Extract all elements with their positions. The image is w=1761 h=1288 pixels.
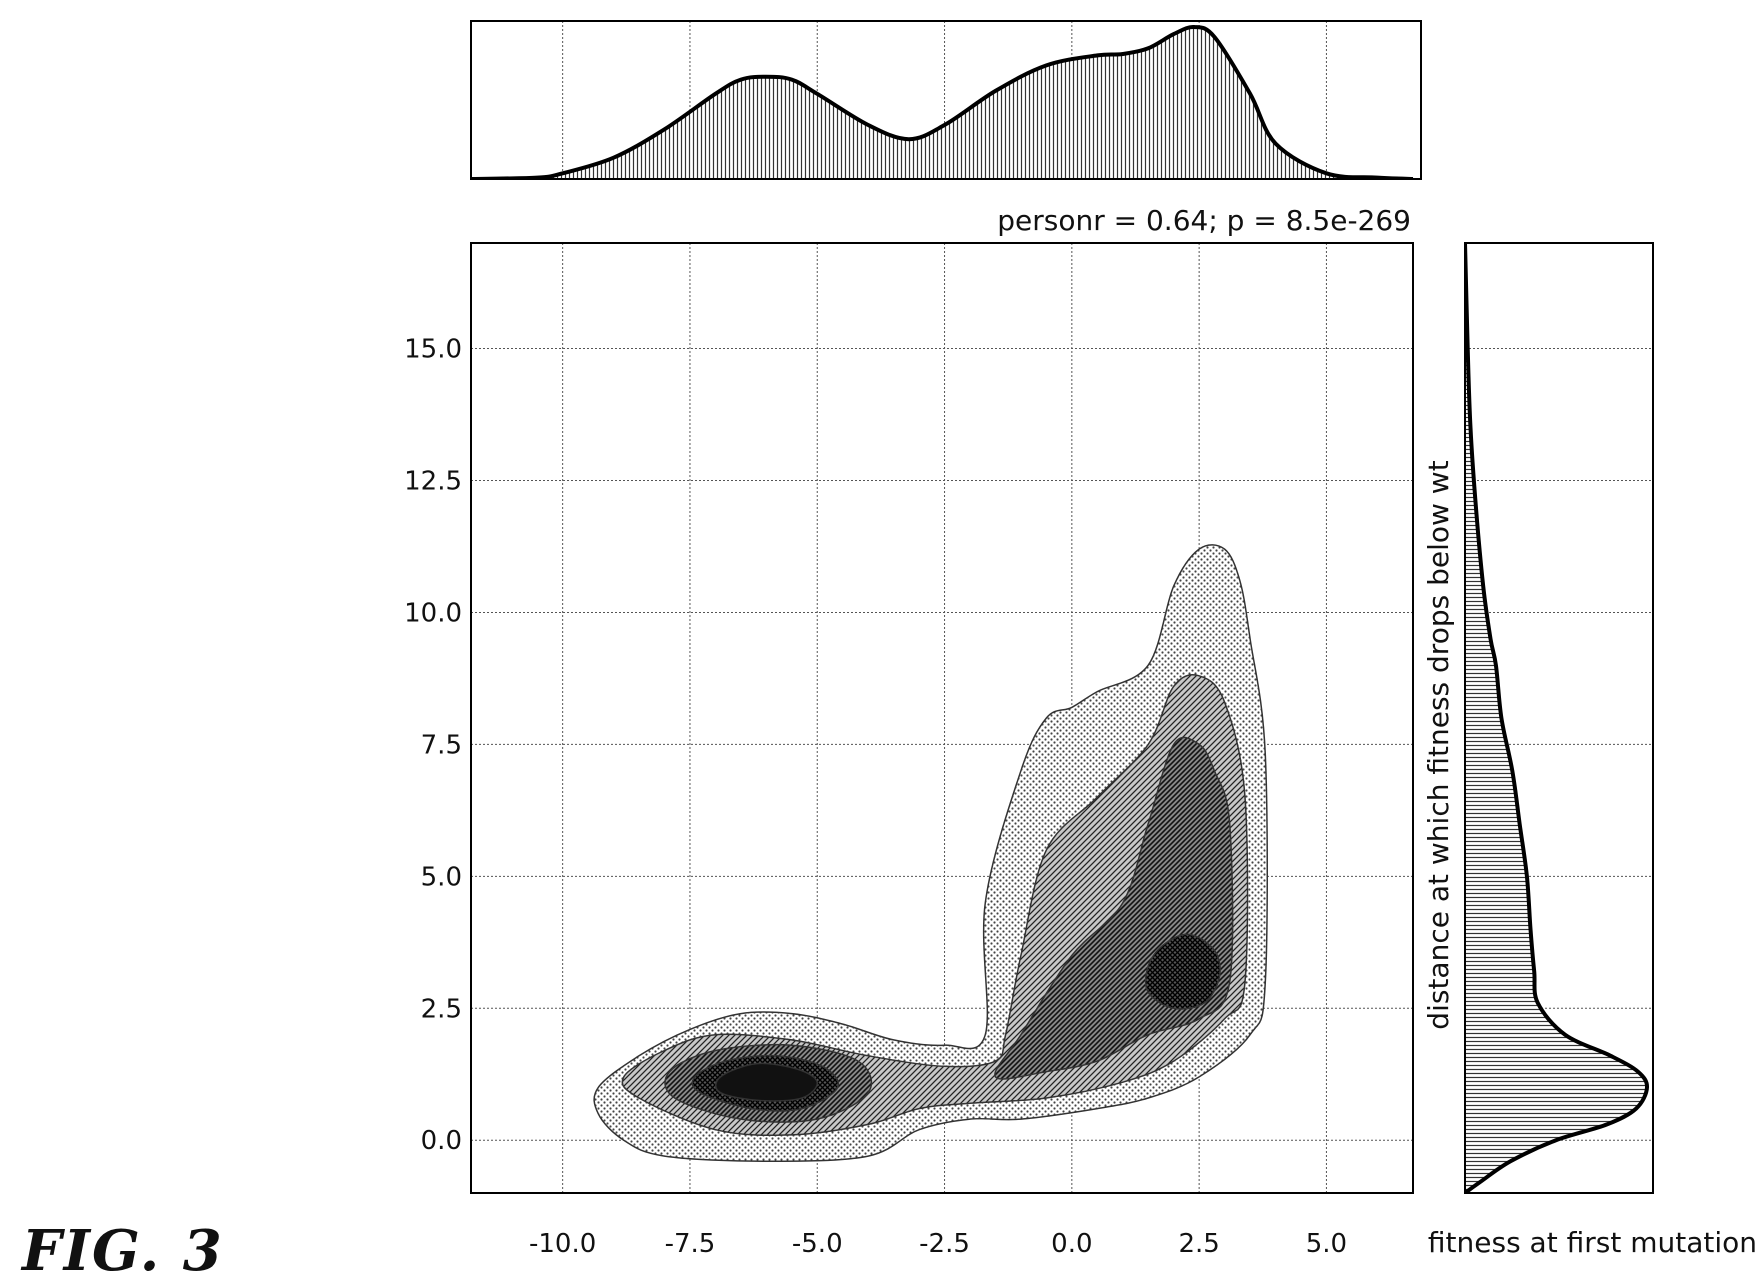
y-tick-label: 5.0 <box>421 862 462 892</box>
x-tick-label: 2.5 <box>1178 1229 1219 1259</box>
x-tick-label: -10.0 <box>529 1229 596 1259</box>
kde-contour-level-4 <box>1144 933 1221 1010</box>
marginal-y-panel <box>1464 242 1654 1194</box>
x-tick-label: -7.5 <box>665 1229 716 1259</box>
x-tick-labels: -10.0 -7.5 -5.0 -2.5 0.0 2.5 5.0 <box>529 1229 1347 1259</box>
marginal-x-density-line <box>470 24 1414 180</box>
marginal-x-panel <box>470 20 1422 180</box>
x-tick-label: -5.0 <box>792 1229 843 1259</box>
x-tick-label: 0.0 <box>1051 1229 1092 1259</box>
marginal-y-density-line <box>1464 242 1650 1194</box>
y-tick-label: 2.5 <box>421 994 462 1024</box>
kde-contour-level-5 <box>714 1062 818 1102</box>
figure-label: FIG. 3 <box>20 1218 224 1284</box>
y-tick-label: 15.0 <box>404 335 462 365</box>
x-tick-label: -2.5 <box>919 1229 970 1259</box>
joint-plot-panel: 0.0 2.5 5.0 7.5 10.0 12.5 15.0 -10.0 -7.5 -5.0 -2… <box>404 242 1414 1259</box>
y-tick-label: 7.5 <box>421 730 462 760</box>
y-axis-label: distance at which fitness drops below wt <box>1422 460 1455 1029</box>
y-tick-label: 12.5 <box>404 467 462 497</box>
marginal-y-density-fill <box>1465 243 1648 1193</box>
marginal-x-frame <box>470 20 1422 180</box>
y-tick-label: 0.0 <box>421 1126 462 1156</box>
marginal-x-density-fill <box>471 26 1413 180</box>
y-tick-labels: 0.0 2.5 5.0 7.5 10.0 12.5 15.0 <box>404 335 462 1157</box>
correlation-annotation: personr = 0.64; p = 8.5e-269 <box>997 204 1411 237</box>
joint-plot-frame <box>470 242 1414 1194</box>
x-tick-label: 5.0 <box>1306 1229 1347 1259</box>
kde-contours <box>593 544 1268 1163</box>
marginal-y-frame <box>1464 242 1654 1194</box>
y-tick-label: 10.0 <box>404 598 462 628</box>
x-axis-label: fitness at first mutation <box>1428 1226 1757 1259</box>
